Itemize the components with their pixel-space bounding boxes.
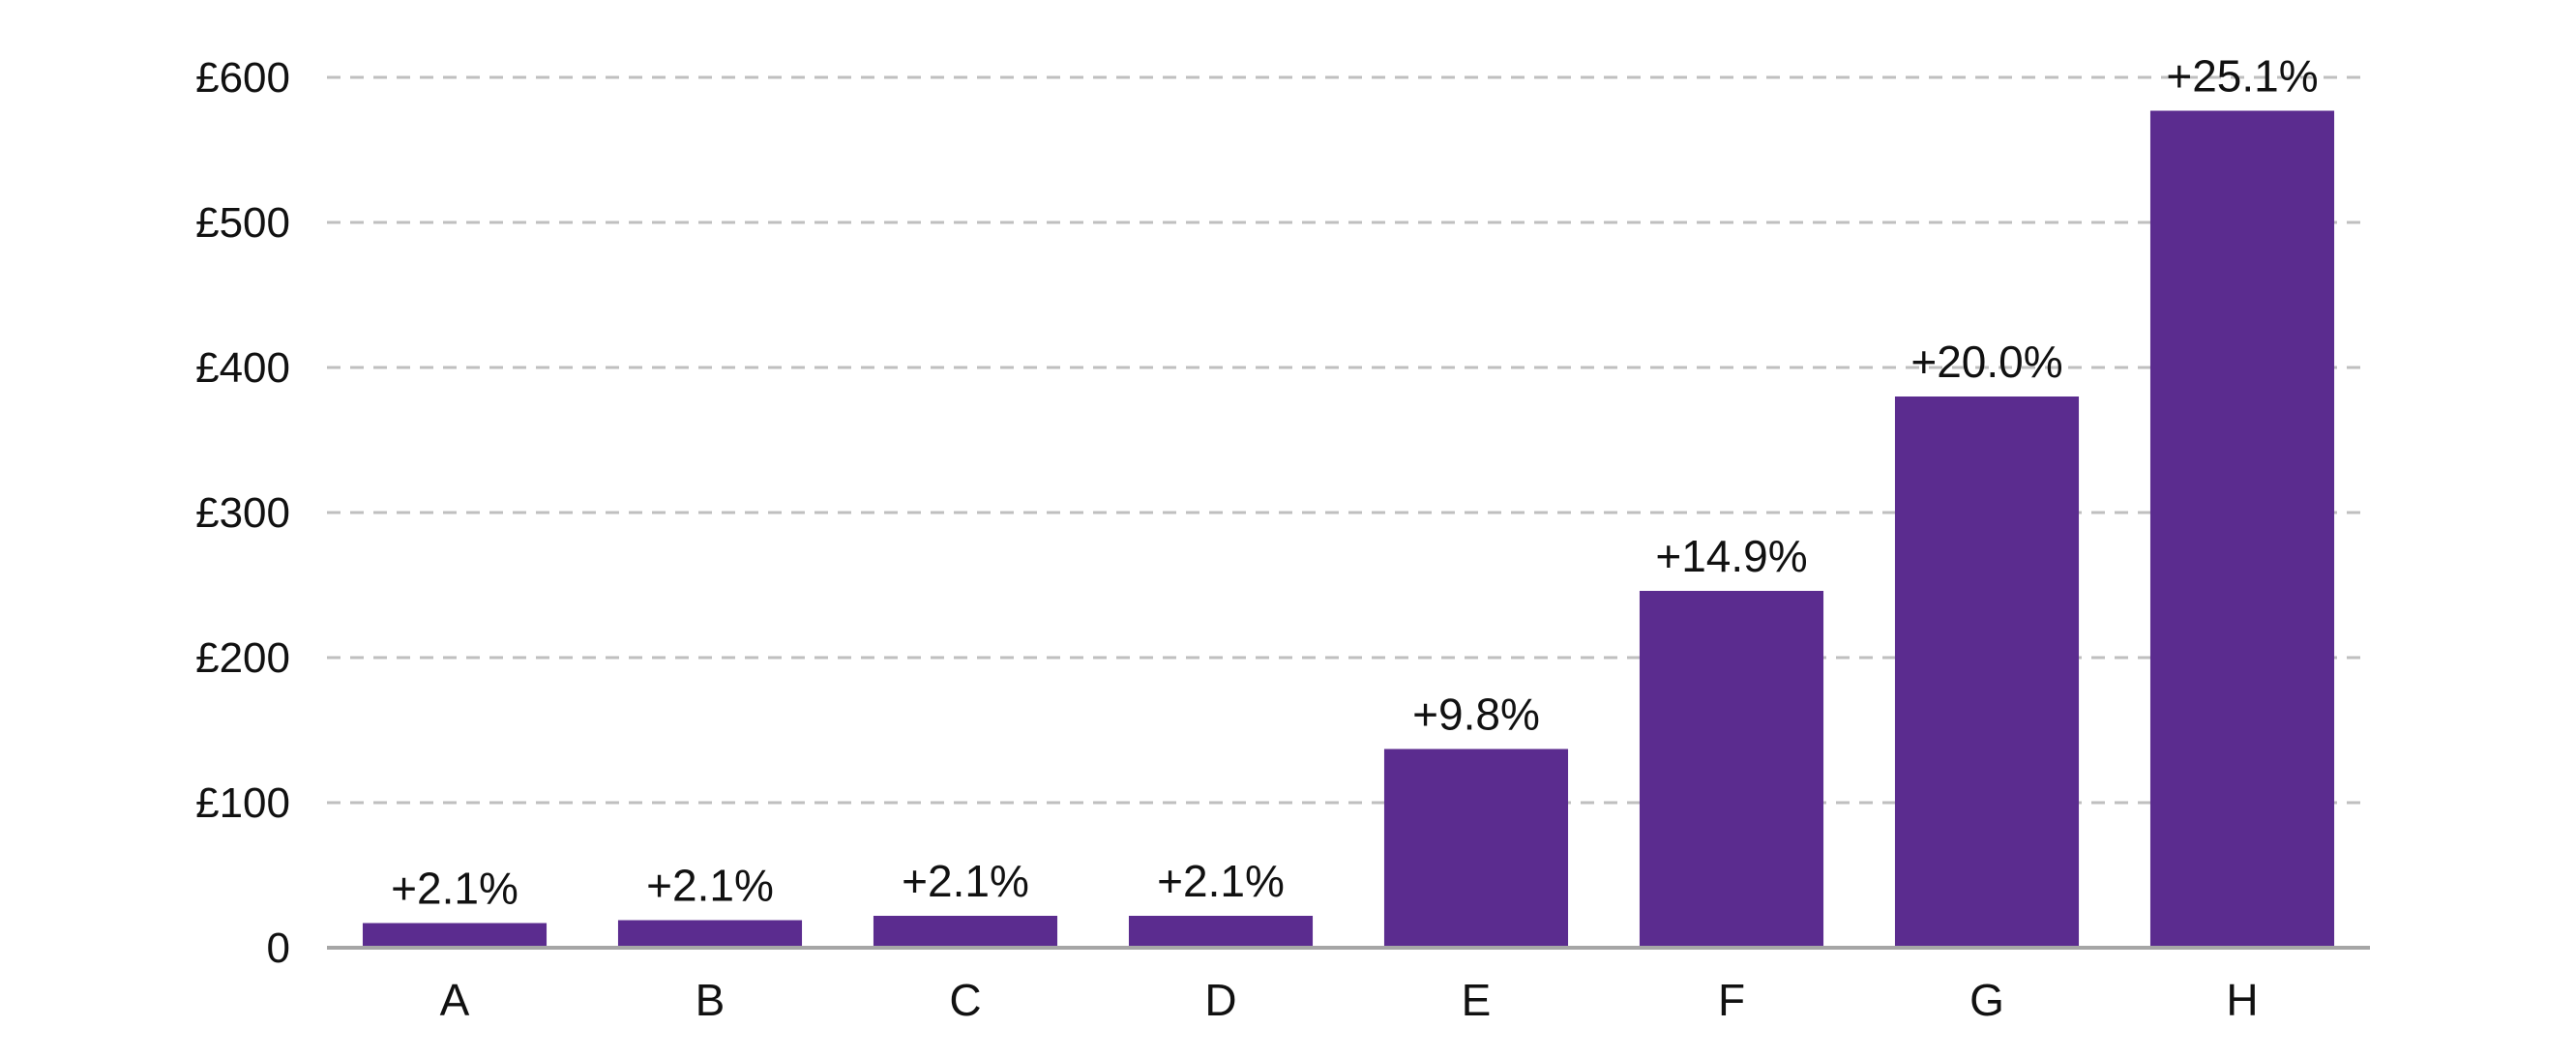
bar-b: [617, 920, 803, 948]
x-tick-label: F: [1718, 975, 1745, 1025]
bar-d: [1128, 916, 1314, 948]
bar-e: [1383, 749, 1569, 948]
bar-f: [1639, 591, 1824, 948]
bars: [362, 110, 2335, 948]
data-label: +9.8%: [1412, 690, 1540, 740]
labels: 0 £100 £200 £300 £400 £500 £600 +2.1% A +2.1% B +2.…: [195, 51, 2319, 1026]
data-label: +2.1%: [646, 861, 774, 911]
y-tick-label: £200: [195, 634, 290, 682]
y-tick-label: £300: [195, 489, 290, 537]
bar-g: [1894, 396, 2080, 948]
bar-a: [362, 923, 548, 948]
x-tick-label: A: [440, 975, 470, 1025]
x-tick-label: D: [1204, 975, 1236, 1025]
y-tick-label: £600: [195, 54, 290, 102]
data-label: +2.1%: [902, 856, 1029, 906]
y-tick-label: 0: [267, 925, 290, 972]
data-label: +20.0%: [1910, 337, 2062, 387]
y-tick-label: £500: [195, 199, 290, 247]
bar-h: [2149, 110, 2335, 948]
y-tick-label: £400: [195, 344, 290, 392]
data-label: +25.1%: [2166, 51, 2318, 102]
bar-c: [873, 916, 1058, 948]
data-label: +2.1%: [391, 864, 518, 914]
y-tick-label: £100: [195, 779, 290, 827]
x-tick-label: C: [949, 975, 981, 1025]
x-tick-label: H: [2226, 975, 2258, 1025]
x-tick-label: B: [696, 975, 725, 1025]
data-label: +14.9%: [1655, 531, 1807, 581]
data-label: +2.1%: [1157, 856, 1285, 906]
x-tick-label: G: [1969, 975, 2004, 1025]
x-tick-label: E: [1462, 975, 1492, 1025]
